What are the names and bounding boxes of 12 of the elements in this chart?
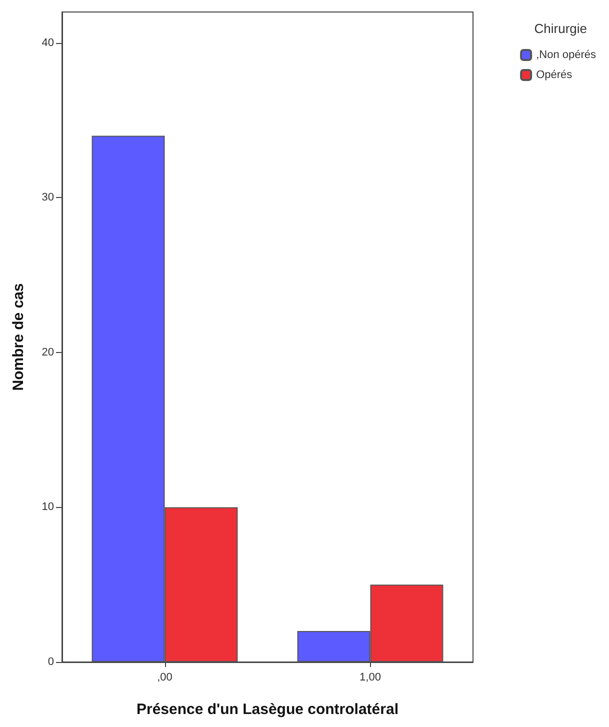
y-tick-label: 20 — [42, 346, 54, 358]
y-tick-label: 40 — [42, 36, 54, 49]
y-tick-label: 0 — [48, 656, 54, 668]
x-tick-label: ,00 — [157, 672, 172, 684]
x-tick-label: 1,00 — [360, 672, 381, 684]
y-axis-title: Nombre de cas — [10, 283, 27, 391]
legend-label: Opérés — [536, 69, 573, 81]
x-axis-title: Présence d'un Lasègue controlatéral — [136, 701, 398, 718]
legend-title: Chirurgie — [534, 21, 588, 36]
y-tick-label: 30 — [42, 192, 54, 204]
legend-label: ,Non opérés — [536, 49, 596, 61]
y-tick-label: 10 — [42, 501, 54, 514]
